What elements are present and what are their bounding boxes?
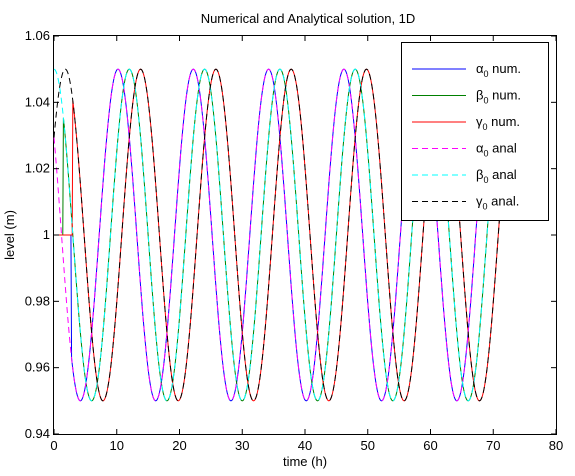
y-tick-label: 1.06 [25, 28, 50, 43]
series-line-3 [53, 68, 501, 402]
x-tick-label: 60 [423, 438, 437, 453]
chart-title: Numerical and Analytical solution, 1D [201, 11, 416, 26]
y-axis-title: level (m) [2, 210, 17, 260]
axis-layer: 0 10 20 30 40 50 60 70 80 0.94 0.96 0.98 1 1.02 1.04 1.… [25, 28, 564, 453]
legend-label: γ0 num. [476, 114, 520, 132]
legend-label: α0 num. [476, 61, 521, 79]
x-tick-label: 0 [50, 438, 57, 453]
x-tick-label: 10 [110, 438, 124, 453]
y-tick-label: 0.96 [25, 360, 50, 375]
x-tick-label: 40 [298, 438, 312, 453]
x-axis-title: time (h) [283, 454, 327, 469]
y-tick-label: 0.94 [25, 426, 50, 441]
y-tick-label: 1 [43, 227, 50, 242]
y-tick-label: 1.04 [25, 94, 50, 109]
x-tick-label: 80 [549, 438, 563, 453]
legend-label: β0 anal [476, 167, 517, 185]
legend-box [401, 42, 549, 221]
x-tick-label: 50 [361, 438, 375, 453]
legend-label: β0 num. [476, 88, 521, 106]
series-line-5 [53, 68, 501, 402]
y-tick-label: 0.98 [25, 293, 50, 308]
x-tick-label: 30 [235, 438, 249, 453]
y-tick-label: 1.02 [25, 161, 50, 176]
legend: α0 num. β0 num. γ0 num. α0 anal β0 anal γ0 an… [401, 42, 549, 221]
x-tick-label: 70 [486, 438, 500, 453]
legend-label: γ0 anal. [476, 194, 519, 212]
legend-label: α0 anal [476, 141, 517, 159]
x-tick-label: 20 [172, 438, 186, 453]
